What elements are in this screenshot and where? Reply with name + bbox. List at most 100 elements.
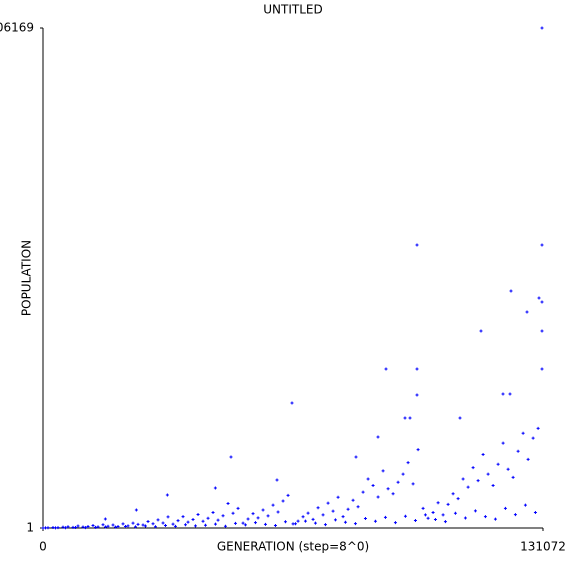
point bbox=[523, 503, 527, 507]
point bbox=[146, 519, 150, 523]
point bbox=[131, 521, 135, 525]
point bbox=[323, 523, 327, 527]
point bbox=[433, 518, 437, 522]
point bbox=[493, 517, 497, 521]
point bbox=[525, 310, 529, 314]
point bbox=[473, 509, 477, 513]
point bbox=[331, 509, 335, 513]
point bbox=[121, 522, 125, 526]
y-tick-label: 1 bbox=[26, 521, 34, 535]
point bbox=[403, 514, 407, 518]
x-tick-label: 131072 bbox=[520, 540, 566, 554]
point bbox=[509, 289, 513, 293]
point bbox=[533, 510, 537, 514]
point bbox=[221, 514, 225, 518]
point bbox=[351, 498, 355, 502]
point bbox=[513, 513, 517, 517]
point bbox=[96, 525, 100, 529]
point bbox=[261, 508, 265, 512]
point bbox=[371, 484, 375, 488]
point bbox=[233, 521, 237, 525]
point bbox=[496, 462, 500, 466]
point bbox=[143, 524, 147, 528]
point bbox=[161, 521, 165, 525]
point bbox=[113, 525, 117, 529]
point bbox=[321, 513, 325, 517]
point bbox=[463, 516, 467, 520]
point bbox=[481, 453, 485, 457]
point bbox=[193, 524, 197, 528]
point bbox=[415, 393, 419, 397]
point bbox=[271, 503, 275, 507]
point bbox=[408, 416, 412, 420]
point bbox=[384, 367, 388, 371]
point bbox=[316, 506, 320, 510]
point bbox=[63, 526, 67, 530]
point bbox=[303, 519, 307, 523]
point bbox=[201, 519, 205, 523]
point bbox=[483, 515, 487, 519]
point bbox=[391, 492, 395, 496]
point bbox=[313, 521, 317, 525]
point bbox=[251, 512, 255, 516]
point bbox=[223, 524, 227, 528]
point bbox=[236, 506, 240, 510]
point bbox=[276, 510, 280, 514]
point bbox=[341, 515, 345, 519]
point bbox=[526, 457, 530, 461]
point bbox=[56, 526, 60, 530]
point bbox=[141, 523, 145, 527]
point bbox=[136, 522, 140, 526]
point bbox=[540, 329, 544, 333]
chart-title: UNTITLED bbox=[263, 3, 322, 17]
point bbox=[106, 524, 110, 528]
point bbox=[86, 525, 90, 529]
point bbox=[133, 525, 137, 529]
point bbox=[436, 501, 440, 505]
point bbox=[81, 525, 85, 529]
point bbox=[53, 526, 57, 530]
point bbox=[226, 502, 230, 506]
point bbox=[46, 526, 50, 530]
point bbox=[366, 477, 370, 481]
y-axis-label: POPULATION bbox=[20, 240, 34, 316]
point bbox=[501, 392, 505, 396]
point bbox=[241, 521, 245, 525]
point bbox=[353, 522, 357, 526]
point bbox=[243, 523, 247, 527]
point bbox=[361, 490, 365, 494]
point bbox=[173, 524, 177, 528]
point bbox=[103, 517, 107, 521]
point bbox=[356, 505, 360, 509]
point bbox=[516, 449, 520, 453]
point bbox=[531, 436, 535, 440]
point bbox=[73, 526, 77, 530]
point bbox=[403, 416, 407, 420]
point bbox=[466, 485, 470, 489]
point bbox=[458, 416, 462, 420]
point bbox=[443, 520, 447, 524]
point bbox=[453, 511, 457, 515]
point bbox=[203, 523, 207, 527]
point bbox=[91, 524, 95, 528]
point bbox=[166, 515, 170, 519]
point bbox=[296, 519, 300, 523]
point bbox=[381, 469, 385, 473]
point bbox=[283, 520, 287, 524]
point bbox=[126, 524, 130, 528]
point bbox=[336, 495, 340, 499]
point bbox=[540, 26, 544, 30]
point bbox=[266, 514, 270, 518]
point bbox=[156, 518, 160, 522]
point bbox=[416, 448, 420, 452]
point bbox=[263, 522, 267, 526]
point bbox=[93, 525, 97, 529]
point bbox=[540, 243, 544, 247]
point bbox=[134, 508, 138, 512]
point bbox=[386, 487, 390, 491]
point bbox=[256, 516, 260, 520]
point bbox=[537, 296, 541, 300]
point bbox=[183, 523, 187, 527]
point bbox=[196, 512, 200, 516]
point bbox=[153, 525, 157, 529]
